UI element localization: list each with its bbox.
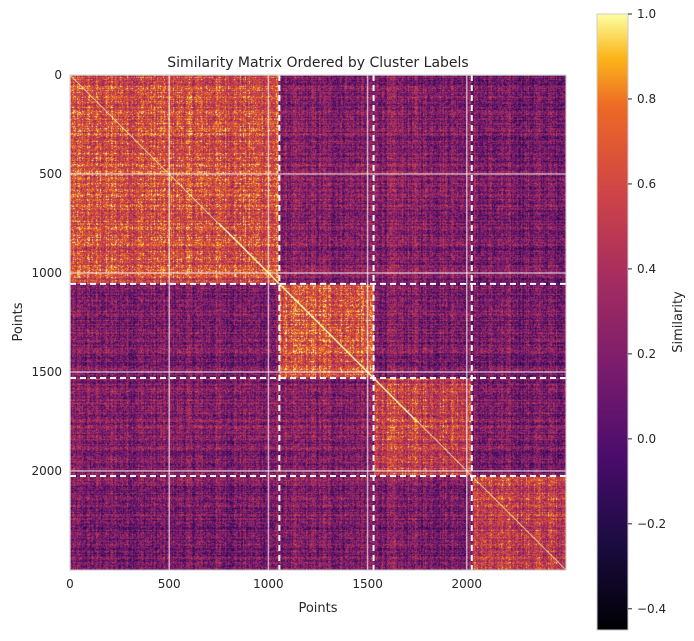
colorbar-tick-label: 0.0 — [637, 432, 656, 446]
colorbar-tick-label: 1.0 — [637, 7, 656, 21]
colorbar-tick-label: 0.4 — [637, 262, 656, 276]
x-axis-ticks: 0 500 1000 1500 2000 — [66, 577, 482, 591]
colorbar-tick-label: 0.8 — [637, 92, 656, 106]
x-tick-label: 0 — [66, 577, 74, 591]
y-axis-ticks: 0 500 1000 1500 2000 — [31, 68, 62, 478]
y-tick-label: 2000 — [31, 464, 62, 478]
colorbar-tick-label: −0.2 — [637, 517, 666, 531]
colorbar — [596, 13, 629, 631]
plot-frame — [69, 74, 567, 571]
heatmap-image — [70, 75, 566, 570]
colorbar-label: Similarity — [671, 291, 686, 353]
chart-title: Similarity Matrix Ordered by Cluster Lab… — [167, 55, 468, 71]
x-tick-label: 500 — [158, 577, 181, 591]
colorbar-tick-label: 0.2 — [637, 347, 656, 361]
y-tick-label: 0 — [54, 68, 62, 82]
x-tick-label: 1500 — [352, 577, 383, 591]
y-tick-label: 1000 — [31, 266, 62, 280]
colorbar-ticks: 1.0 0.8 0.6 0.4 0.2 0.0 −0.2 −0.4 — [628, 7, 666, 616]
heatmap-area — [70, 75, 566, 570]
colorbar-tick-label: −0.4 — [637, 602, 666, 616]
colorbar-tick-label: 0.6 — [637, 177, 656, 191]
y-tick-label: 1500 — [31, 365, 62, 379]
x-tick-label: 2000 — [452, 577, 483, 591]
y-tick-label: 500 — [39, 167, 62, 181]
x-tick-label: 1000 — [253, 577, 284, 591]
y-axis-label: Points — [11, 302, 26, 341]
x-axis-label: Points — [298, 601, 337, 616]
cluster-boundary-lines — [70, 75, 566, 570]
